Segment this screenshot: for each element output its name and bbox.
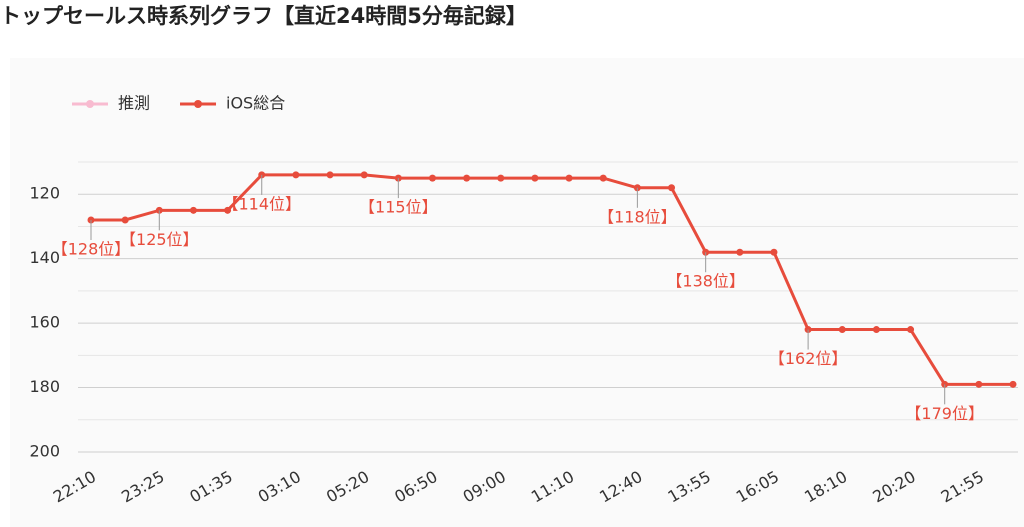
legend-label: 推測 <box>118 94 150 113</box>
data-point <box>428 174 436 182</box>
data-label: 【118位】 <box>598 207 677 226</box>
data-label: 【128位】 <box>52 240 131 259</box>
y-tick-label: 200 <box>29 442 60 461</box>
data-point <box>121 216 129 224</box>
data-label: 【115位】 <box>359 198 438 217</box>
legend-label: iOS総合 <box>226 94 285 113</box>
data-point <box>326 171 334 179</box>
data-label: 【179位】 <box>905 404 984 423</box>
data-label: 【114位】 <box>222 194 301 213</box>
data-point <box>736 248 744 256</box>
data-label: 【138位】 <box>666 272 745 291</box>
data-point <box>463 174 471 182</box>
data-label: 【162位】 <box>769 349 848 368</box>
data-point <box>360 171 368 179</box>
data-label: 【125位】 <box>120 230 199 249</box>
chart-panel <box>10 58 1024 527</box>
y-tick-label: 120 <box>29 184 60 203</box>
legend-marker <box>86 100 94 108</box>
data-point <box>497 174 505 182</box>
page-title: トップセールス時系列グラフ【直近24時間5分毎記録】 <box>0 4 527 28</box>
data-point <box>565 174 573 182</box>
series-line <box>91 173 1013 386</box>
data-point <box>599 174 607 182</box>
data-point <box>189 206 197 214</box>
data-point <box>224 206 232 214</box>
data-point <box>668 184 676 192</box>
data-point <box>975 380 983 388</box>
data-point <box>1009 380 1017 388</box>
y-tick-label: 140 <box>29 248 60 267</box>
legend-marker <box>194 100 203 108</box>
data-point <box>838 326 846 334</box>
y-tick-label: 160 <box>29 313 60 332</box>
data-point <box>872 326 880 334</box>
y-tick-label: 180 <box>29 377 60 396</box>
data-point <box>770 248 778 256</box>
data-point <box>292 171 300 179</box>
data-point <box>531 174 539 182</box>
data-point <box>907 326 915 334</box>
